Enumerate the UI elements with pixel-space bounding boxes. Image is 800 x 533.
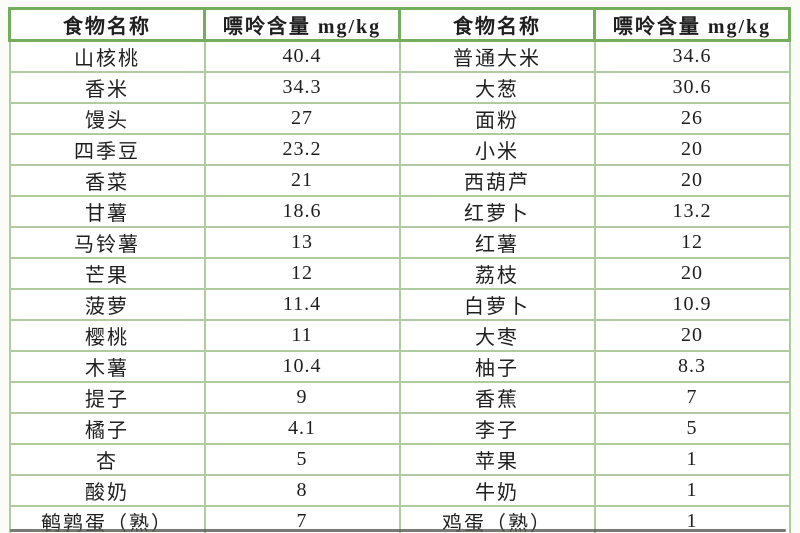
- table-row: 芒果 12 荔枝 20: [8, 257, 791, 290]
- purine-value-cell: 40.4: [203, 39, 401, 73]
- food-name-cell: 面粉: [398, 102, 596, 135]
- header-purine-left: 嘌呤含量 mg/kg: [203, 7, 401, 42]
- food-name-cell: 樱桃: [8, 319, 206, 352]
- purine-value-cell: 12: [203, 257, 401, 290]
- food-name-cell: 酸奶: [8, 474, 206, 507]
- purine-value-cell: 21: [203, 164, 401, 197]
- purine-value-cell: 1: [593, 443, 791, 476]
- purine-value-cell: 11.4: [203, 288, 401, 321]
- header-purine-right: 嘌呤含量 mg/kg: [593, 7, 791, 42]
- food-name-cell: 小米: [398, 133, 596, 166]
- bottom-edge-line: [10, 529, 786, 532]
- purine-value-cell: 8.3: [593, 350, 791, 383]
- table-row: 杏 5 苹果 1: [8, 443, 791, 476]
- food-name-cell: 李子: [398, 412, 596, 445]
- food-name-cell: 香菜: [8, 164, 206, 197]
- purine-value-cell: 30.6: [593, 71, 791, 104]
- food-name-cell: 普通大米: [398, 39, 596, 73]
- purine-value-cell: 20: [593, 133, 791, 166]
- table-body: 山核桃 40.4 普通大米 34.6 香米 34.3 大葱 30.6 馒头 27 面粉 26 四季豆 23…: [8, 39, 791, 533]
- purine-value-cell: 1: [593, 505, 791, 533]
- food-name-cell: 苹果: [398, 443, 596, 476]
- food-name-cell: 红薯: [398, 226, 596, 259]
- food-name-cell: 大葱: [398, 71, 596, 104]
- food-name-cell: 馒头: [8, 102, 206, 135]
- purine-value-cell: 4.1: [203, 412, 401, 445]
- food-name-cell: 香蕉: [398, 381, 596, 414]
- table-row: 提子 9 香蕉 7: [8, 381, 791, 414]
- purine-value-cell: 10.9: [593, 288, 791, 321]
- purine-value-cell: 11: [203, 319, 401, 352]
- food-name-cell: 红萝卜: [398, 195, 596, 228]
- purine-value-cell: 8: [203, 474, 401, 507]
- table-row: 山核桃 40.4 普通大米 34.6: [8, 39, 791, 73]
- purine-value-cell: 5: [593, 412, 791, 445]
- food-name-cell: 马铃薯: [8, 226, 206, 259]
- table-row: 樱桃 11 大枣 20: [8, 319, 791, 352]
- purine-value-cell: 13.2: [593, 195, 791, 228]
- table-row: 鹌鹑蛋（熟） 7 鸡蛋（熟） 1: [8, 505, 791, 533]
- purine-value-cell: 9: [203, 381, 401, 414]
- food-name-cell: 山核桃: [8, 39, 206, 73]
- purine-value-cell: 20: [593, 164, 791, 197]
- food-name-cell: 大枣: [398, 319, 596, 352]
- food-name-cell: 芒果: [8, 257, 206, 290]
- purine-value-cell: 20: [593, 257, 791, 290]
- purine-content-table: 食物名称 嘌呤含量 mg/kg 食物名称 嘌呤含量 mg/kg 山核桃 40.4 普…: [8, 7, 791, 533]
- purine-value-cell: 26: [593, 102, 791, 135]
- food-name-cell: 四季豆: [8, 133, 206, 166]
- purine-value-cell: 27: [203, 102, 401, 135]
- food-name-cell: 白萝卜: [398, 288, 596, 321]
- food-name-cell: 提子: [8, 381, 206, 414]
- food-name-cell: 菠萝: [8, 288, 206, 321]
- header-food-name-left: 食物名称: [8, 7, 206, 42]
- table-row: 马铃薯 13 红薯 12: [8, 226, 791, 259]
- table-row: 四季豆 23.2 小米 20: [8, 133, 791, 166]
- food-name-cell: 牛奶: [398, 474, 596, 507]
- table-row: 菠萝 11.4 白萝卜 10.9: [8, 288, 791, 321]
- purine-value-cell: 20: [593, 319, 791, 352]
- food-name-cell: 木薯: [8, 350, 206, 383]
- purine-value-cell: 34.3: [203, 71, 401, 104]
- purine-value-cell: 1: [593, 474, 791, 507]
- table-row: 馒头 27 面粉 26: [8, 102, 791, 135]
- food-name-cell: 柚子: [398, 350, 596, 383]
- table-row: 酸奶 8 牛奶 1: [8, 474, 791, 507]
- table-row: 香菜 21 西葫芦 20: [8, 164, 791, 197]
- header-row: 食物名称 嘌呤含量 mg/kg 食物名称 嘌呤含量 mg/kg: [8, 7, 791, 42]
- purine-value-cell: 7: [203, 505, 401, 533]
- purine-value-cell: 13: [203, 226, 401, 259]
- header-food-name-right: 食物名称: [398, 7, 596, 42]
- purine-value-cell: 10.4: [203, 350, 401, 383]
- purine-value-cell: 7: [593, 381, 791, 414]
- purine-value-cell: 12: [593, 226, 791, 259]
- food-name-cell: 鸡蛋（熟）: [398, 505, 596, 533]
- purine-value-cell: 23.2: [203, 133, 401, 166]
- purine-value-cell: 34.6: [593, 39, 791, 73]
- table-row: 甘薯 18.6 红萝卜 13.2: [8, 195, 791, 228]
- food-name-cell: 杏: [8, 443, 206, 476]
- food-name-cell: 鹌鹑蛋（熟）: [8, 505, 206, 533]
- purine-value-cell: 5: [203, 443, 401, 476]
- purine-value-cell: 18.6: [203, 195, 401, 228]
- food-name-cell: 橘子: [8, 412, 206, 445]
- food-name-cell: 香米: [8, 71, 206, 104]
- table-row: 橘子 4.1 李子 5: [8, 412, 791, 445]
- table-row: 香米 34.3 大葱 30.6: [8, 71, 791, 104]
- food-name-cell: 荔枝: [398, 257, 596, 290]
- food-name-cell: 西葫芦: [398, 164, 596, 197]
- food-name-cell: 甘薯: [8, 195, 206, 228]
- table-row: 木薯 10.4 柚子 8.3: [8, 350, 791, 383]
